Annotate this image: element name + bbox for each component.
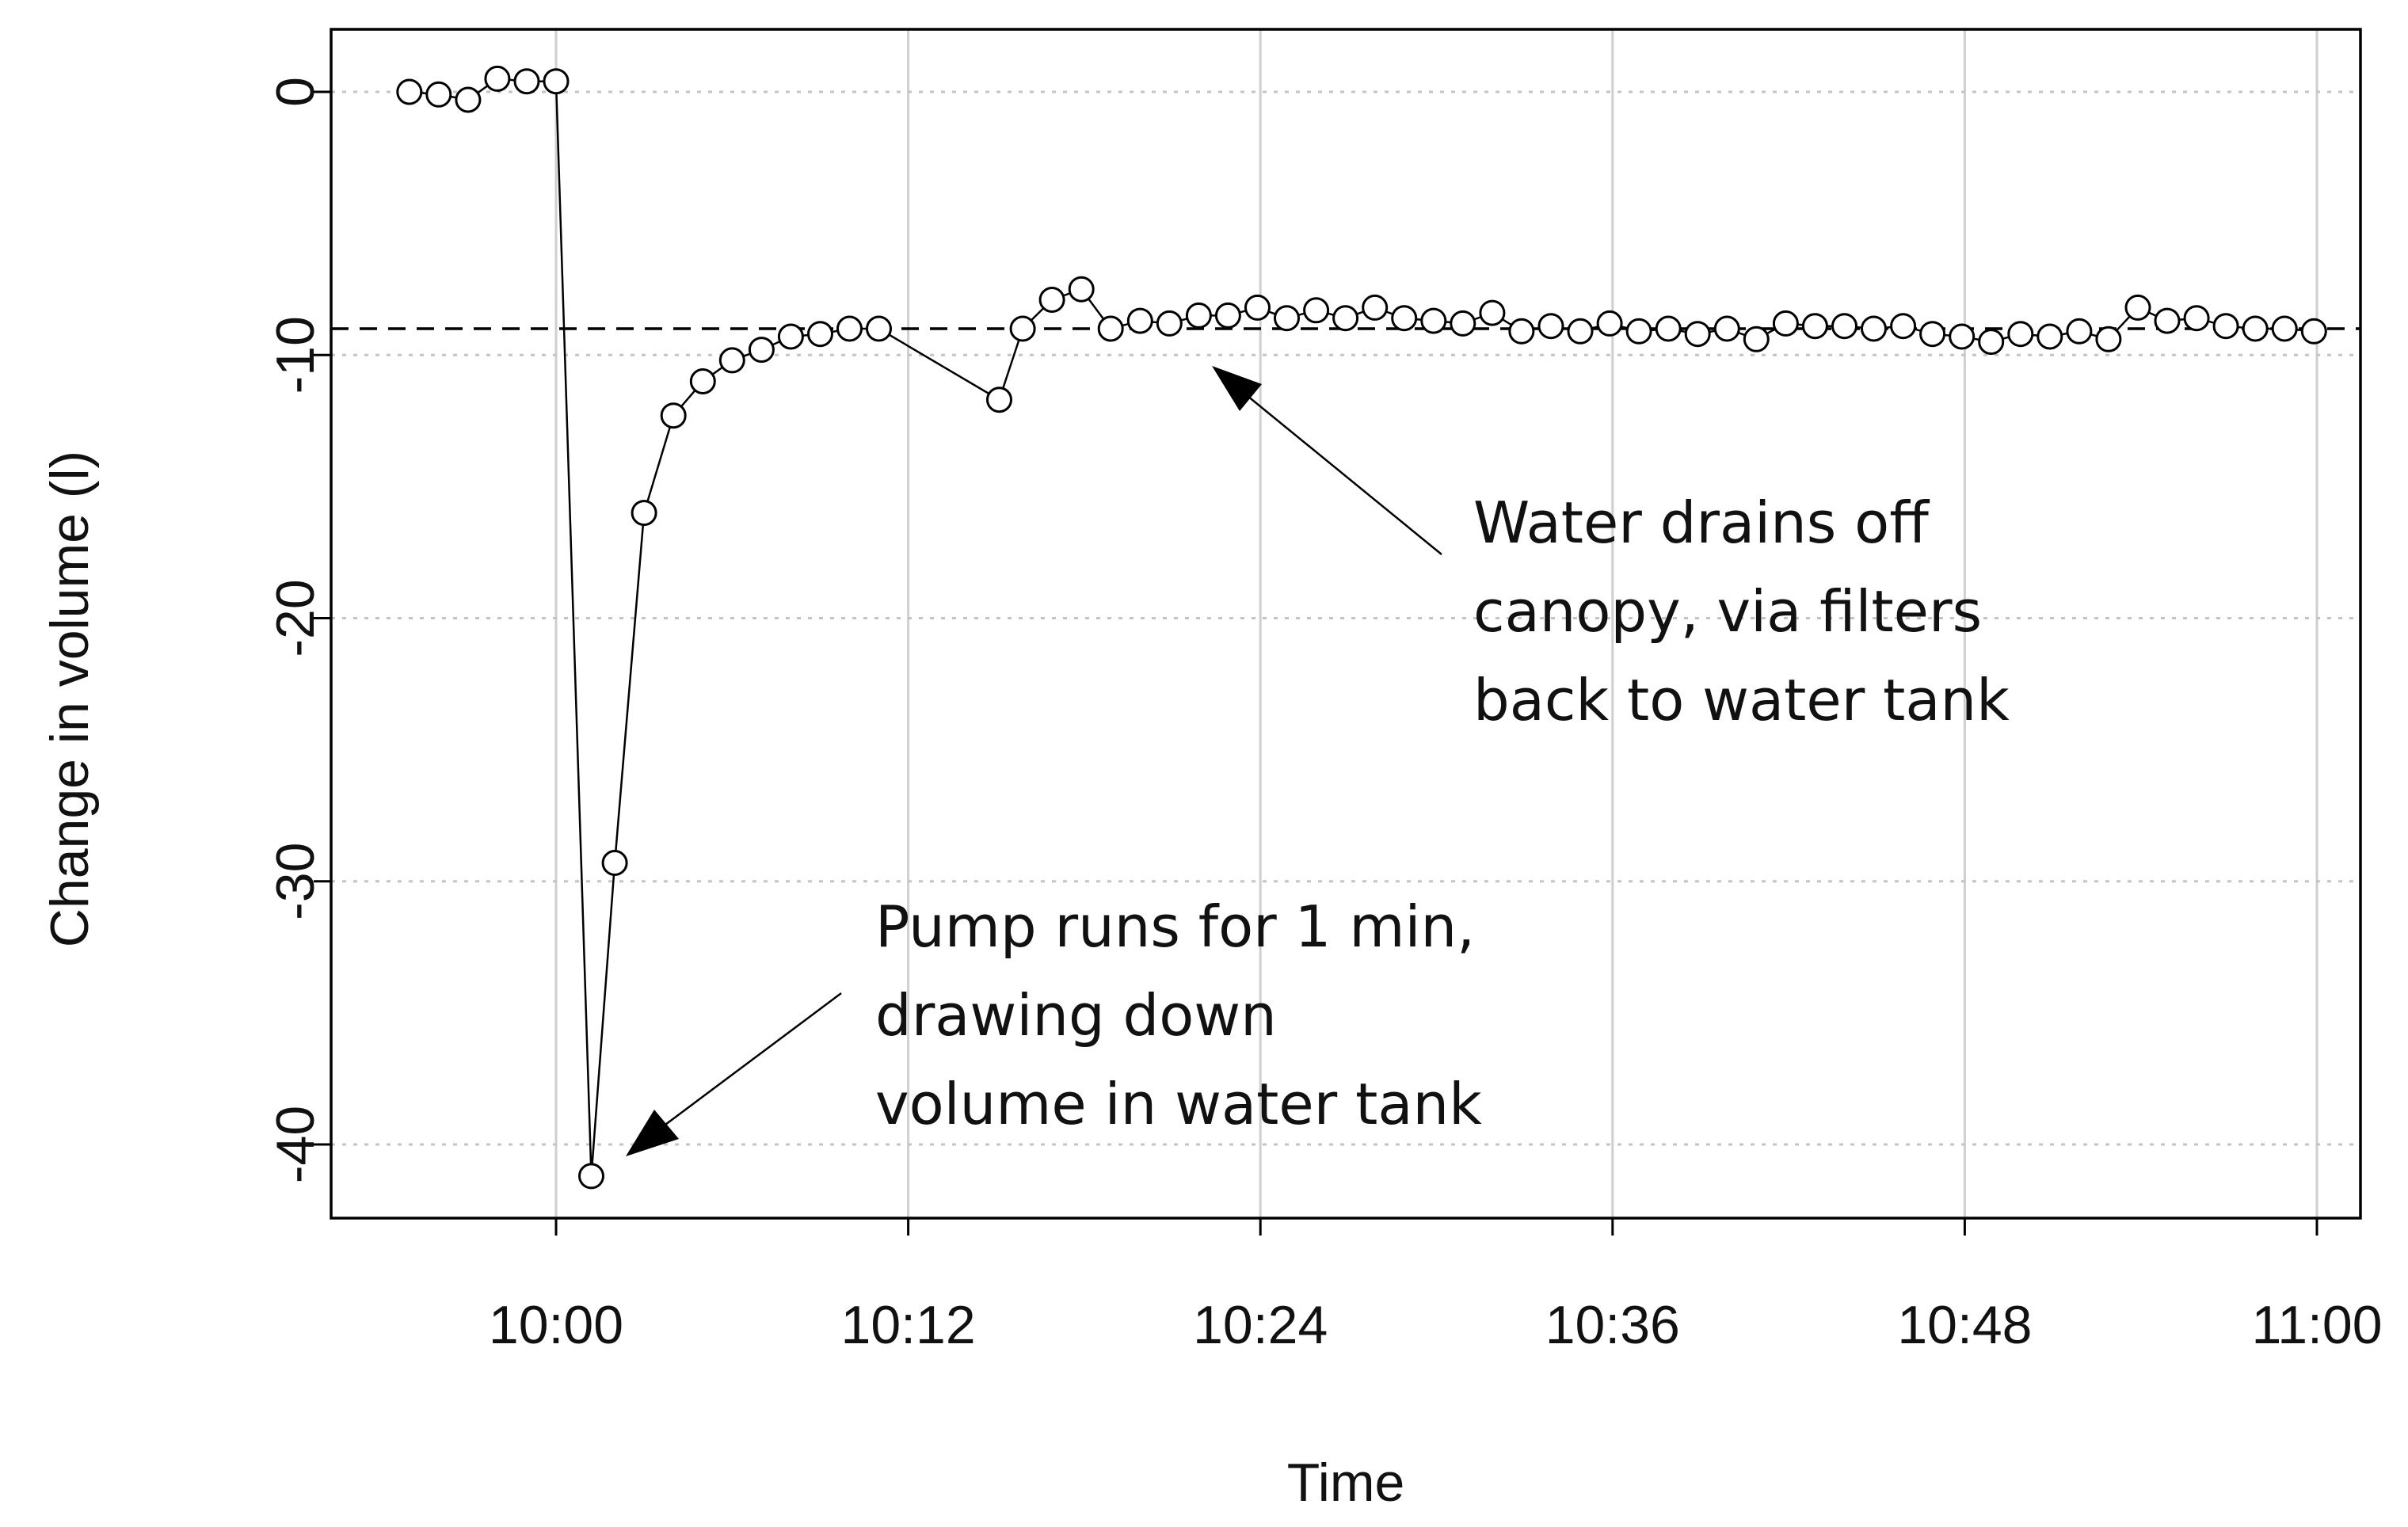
data-point <box>1068 276 1095 303</box>
vertical-gridlines <box>554 29 2318 1218</box>
y-tick-label: -20 <box>265 579 326 657</box>
x-axis-label: Time <box>1287 1453 1405 1513</box>
data-point <box>1009 315 1036 342</box>
data-point <box>1567 318 1594 345</box>
data-point <box>836 315 863 342</box>
data-point <box>718 347 745 374</box>
data-point <box>1274 305 1300 332</box>
annotation-pump-line-2: drawing down <box>875 982 1277 1049</box>
data-point <box>631 500 657 527</box>
data-point <box>1801 313 1828 340</box>
annotation-pump-arrowhead <box>626 1110 679 1156</box>
data-point <box>660 402 687 429</box>
annotation-drain-line-2: canopy, via filters <box>1473 578 1982 645</box>
data-point <box>1831 313 1857 340</box>
data-point <box>1713 315 1740 342</box>
data-point <box>2007 321 2034 348</box>
data-point <box>1303 297 1330 324</box>
data-point <box>1772 310 1799 337</box>
data-point <box>578 1163 604 1190</box>
data-points <box>396 65 2327 1190</box>
annotation-drain-arrowhead <box>1212 366 1262 411</box>
data-point <box>1097 315 1124 342</box>
y-tick-label: -30 <box>265 843 326 920</box>
data-point <box>2271 315 2298 342</box>
data-point <box>986 387 1012 413</box>
data-point <box>484 65 511 92</box>
data-point <box>1126 307 1153 334</box>
data-point <box>2037 323 2063 350</box>
data-point <box>2154 307 2181 334</box>
y-axis: 0 -10 -20 -30 -40 <box>265 77 331 1183</box>
annotation-pump-line-3: volume in water tank <box>875 1071 1482 1137</box>
x-tick-label: 10:12 <box>841 1295 976 1355</box>
data-point <box>1596 310 1623 337</box>
data-point <box>425 81 452 108</box>
annotation-drain-arrow-shaft <box>1247 395 1442 555</box>
data-point <box>2242 315 2269 342</box>
data-point <box>1420 307 1447 334</box>
data-point <box>1743 326 1770 352</box>
y-tick-label: -40 <box>265 1106 326 1183</box>
data-point <box>1919 321 1946 348</box>
y-axis-label: Change in volume (l) <box>40 451 100 947</box>
data-point <box>777 323 804 350</box>
data-point <box>1038 287 1065 313</box>
data-point <box>601 850 628 876</box>
data-point <box>1625 318 1652 345</box>
data-point <box>1978 329 2005 356</box>
data-point <box>1214 302 1241 329</box>
data-point <box>1861 315 1887 342</box>
data-point <box>1684 321 1711 348</box>
annotation-drain-line-1: Water drains off <box>1473 489 1930 556</box>
y-tick-label: 0 <box>265 77 326 107</box>
x-tick-label: 11:00 <box>2251 1295 2382 1355</box>
annotation-drain: Water drains off canopy, via filters bac… <box>1212 366 2010 733</box>
x-axis: 10:00 10:12 10:24 10:36 10:48 11:00 <box>489 1217 2383 1355</box>
x-tick-label: 10:00 <box>489 1295 623 1355</box>
x-tick-label: 10:24 <box>1193 1295 1328 1355</box>
data-point <box>1332 305 1359 332</box>
data-point <box>748 337 775 364</box>
data-point <box>866 315 892 342</box>
annotation-pump-line-1: Pump runs for 1 min, <box>875 893 1475 960</box>
data-point <box>2212 313 2239 340</box>
data-point <box>455 86 482 113</box>
data-point <box>2124 294 2151 321</box>
data-point <box>2183 305 2210 332</box>
data-point <box>807 321 833 348</box>
data-point <box>2095 326 2122 352</box>
data-point <box>543 68 570 95</box>
data-point <box>396 78 423 105</box>
data-point <box>1479 299 1506 326</box>
data-point <box>1537 313 1564 340</box>
data-point <box>689 368 716 394</box>
data-point <box>1655 315 1682 342</box>
data-point <box>1949 323 1976 350</box>
data-point <box>1890 313 1917 340</box>
data-point <box>2066 318 2093 345</box>
x-tick-label: 10:48 <box>1897 1295 2032 1355</box>
data-point <box>2300 318 2327 345</box>
data-point <box>1391 305 1418 332</box>
data-point <box>513 68 540 95</box>
data-point <box>1156 310 1183 337</box>
data-point <box>1244 294 1271 321</box>
data-point <box>1185 302 1212 329</box>
y-tick-label: -10 <box>265 316 326 394</box>
data-point <box>1508 318 1535 345</box>
data-point <box>1450 310 1476 337</box>
x-tick-label: 10:36 <box>1545 1295 1680 1355</box>
annotation-drain-line-3: back to water tank <box>1473 667 2010 733</box>
annotation-pump: Pump runs for 1 min, drawing down volume… <box>626 893 1482 1156</box>
annotation-pump-arrow-shaft <box>665 992 842 1126</box>
data-point <box>1362 294 1389 321</box>
